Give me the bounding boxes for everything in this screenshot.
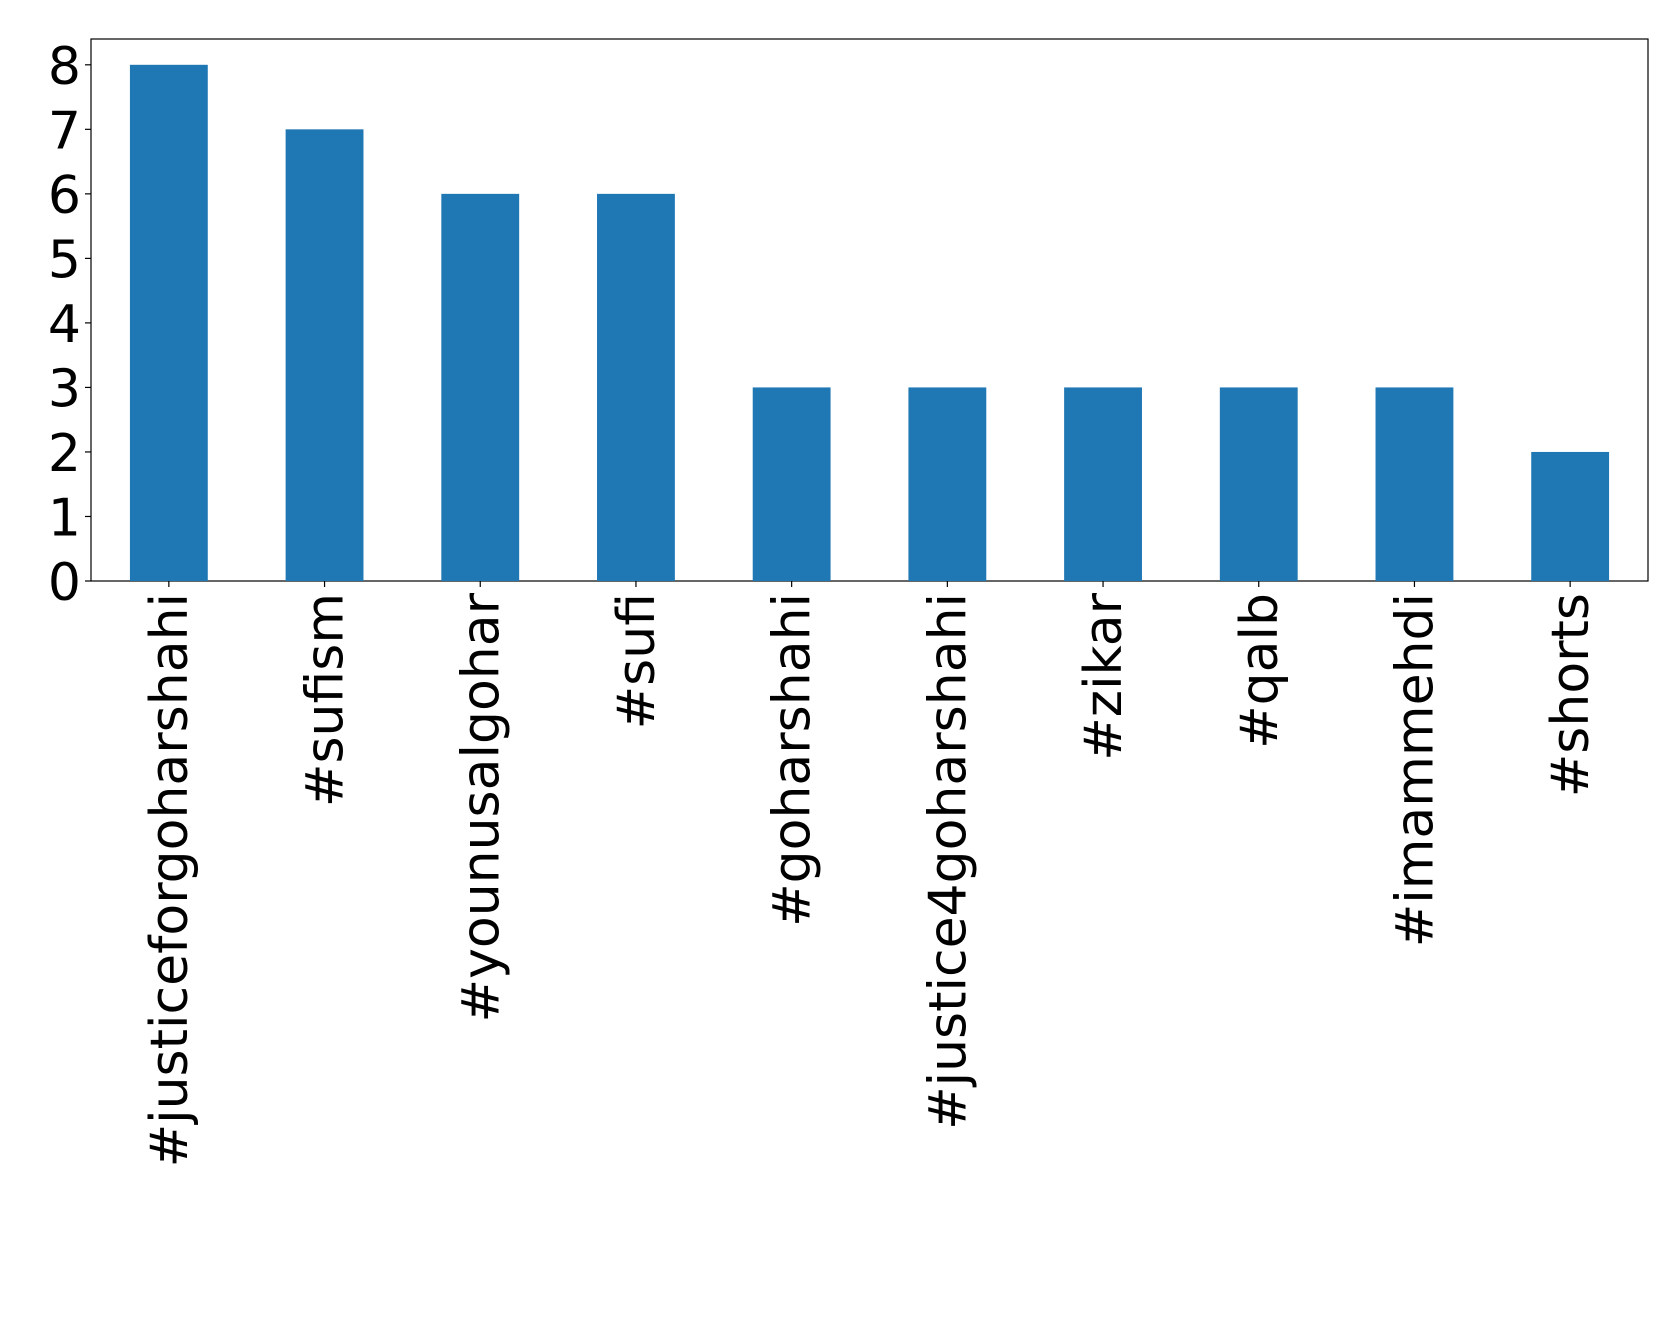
y-tick-label: 1 [48,488,81,548]
y-tick-label: 3 [48,359,81,419]
y-tick-label: 8 [48,37,81,97]
y-tick-label: 5 [48,230,81,290]
y-tick-label: 6 [48,166,81,226]
x-tick-label: #shorts [1541,593,1601,797]
bar [129,64,208,582]
x-tick-label: #imammehdi [1385,593,1445,947]
x-tick-label: #justiceforgoharshahi [140,593,200,1167]
x-tick-label: #sufi [607,593,667,729]
y-tick-label: 4 [48,295,81,355]
bar [285,129,364,582]
bar [1531,451,1610,581]
x-tick-label: #sufism [296,593,356,807]
plot-frame [90,38,1649,582]
x-tick-label: #goharshahi [763,593,823,927]
x-tick-label: #younusalgohar [451,592,511,1022]
y-tick-label: 2 [48,424,81,484]
bar [597,193,675,581]
y-tick-label: 7 [48,101,81,161]
y-tick-label: 0 [48,553,81,613]
x-tick-label: #zikar [1074,592,1134,760]
x-tick-label: #qalb [1230,593,1290,749]
bar [1064,387,1142,581]
x-tick-label: #justice4goharshahi [918,593,978,1130]
bar [441,193,520,581]
bar [1375,387,1454,581]
bar [1219,387,1298,581]
bar [908,387,987,581]
bar [752,387,831,581]
